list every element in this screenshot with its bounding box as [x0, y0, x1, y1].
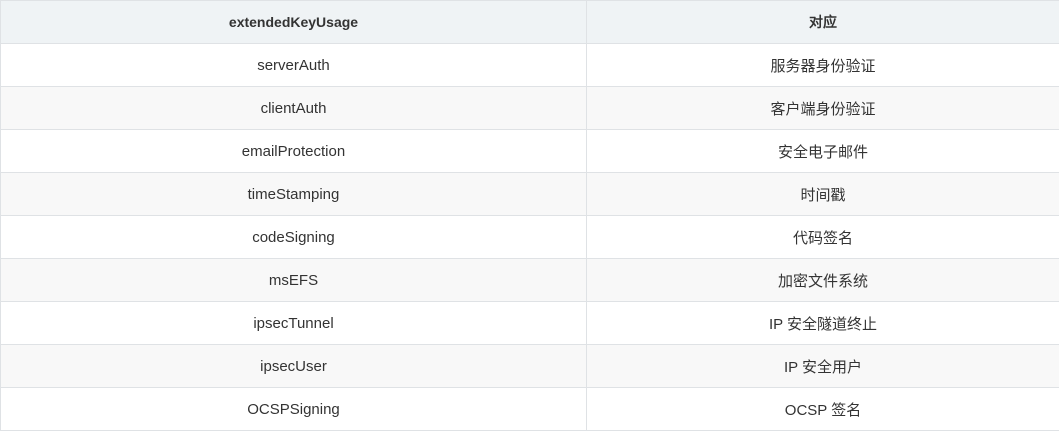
header-extended-key-usage: extendedKeyUsage	[1, 1, 587, 44]
cell-meaning: 时间戳	[587, 173, 1059, 216]
cell-meaning: 代码签名	[587, 216, 1059, 259]
cell-key-usage: clientAuth	[1, 87, 587, 130]
cell-meaning: OCSP 签名	[587, 388, 1059, 431]
cell-key-usage: timeStamping	[1, 173, 587, 216]
cell-meaning: 加密文件系统	[587, 259, 1059, 302]
cell-meaning: 服务器身份验证	[587, 44, 1059, 87]
cell-meaning: IP 安全用户	[587, 345, 1059, 388]
cell-key-usage: emailProtection	[1, 130, 587, 173]
cell-key-usage: ipsecUser	[1, 345, 587, 388]
cell-key-usage: ipsecTunnel	[1, 302, 587, 345]
cell-meaning: 客户端身份验证	[587, 87, 1059, 130]
cell-meaning: 安全电子邮件	[587, 130, 1059, 173]
header-row: extendedKeyUsage 对应	[1, 1, 1059, 44]
header-meaning: 对应	[587, 1, 1059, 44]
cell-key-usage: OCSPSigning	[1, 388, 587, 431]
cell-key-usage: serverAuth	[1, 44, 587, 87]
cell-key-usage: msEFS	[1, 259, 587, 302]
cell-meaning: IP 安全隧道终止	[587, 302, 1059, 345]
cell-key-usage: codeSigning	[1, 216, 587, 259]
